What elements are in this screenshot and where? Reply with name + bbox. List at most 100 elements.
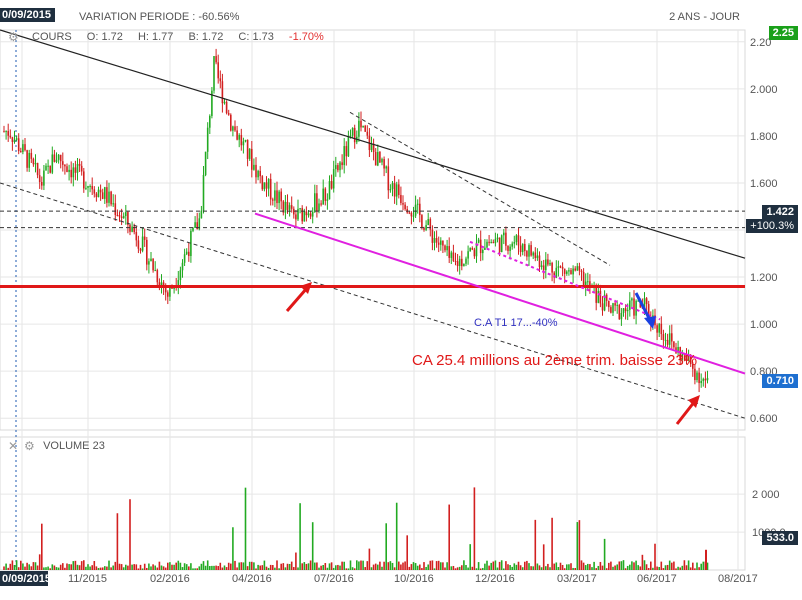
volume-bar — [30, 566, 33, 570]
volume-bar — [650, 561, 652, 570]
candle-body — [246, 139, 249, 159]
volume-bar — [547, 563, 549, 570]
volume-bar — [288, 564, 291, 570]
candle-body — [32, 158, 35, 165]
volume-bar — [335, 565, 337, 570]
candle-body — [49, 165, 51, 173]
price-tick-label: 1.800 — [750, 131, 778, 143]
candle-body — [412, 215, 415, 217]
candle-body — [379, 151, 381, 163]
volume-bar — [59, 564, 62, 570]
candle-body — [574, 268, 576, 271]
candle-body — [423, 227, 425, 230]
volume-bar — [477, 562, 480, 570]
candle-body — [129, 224, 131, 232]
volume-bar — [410, 564, 413, 570]
volume-bar — [643, 560, 646, 570]
candle-body — [515, 235, 518, 242]
candle-body — [608, 300, 610, 308]
candle-body — [38, 175, 41, 183]
volume-bar — [513, 563, 516, 570]
level-pct-badge: +100.3% — [746, 219, 798, 233]
candle-body — [272, 199, 274, 201]
volume-bar — [379, 561, 381, 570]
volume-bar — [526, 560, 528, 570]
candle-body — [385, 166, 387, 169]
volume-bar — [43, 567, 45, 570]
volume-bar — [83, 560, 85, 570]
candle-body — [15, 138, 18, 140]
volume-bar — [293, 567, 295, 570]
candle-body — [36, 162, 39, 176]
volume-bar — [696, 562, 698, 570]
volume-bar — [490, 562, 492, 570]
candle-body — [353, 127, 356, 143]
candle-body — [57, 154, 60, 160]
volume-bar — [566, 564, 568, 570]
gear-icon[interactable]: ⚙ — [24, 439, 35, 454]
candle-body — [87, 186, 89, 188]
volume-bar — [683, 560, 686, 570]
candle-body — [582, 272, 585, 288]
candle-body — [343, 146, 345, 166]
candle-body — [484, 247, 486, 250]
volume-bar — [408, 566, 411, 570]
candle-body — [95, 193, 98, 198]
candle-body — [215, 56, 217, 63]
volume-bar — [559, 562, 562, 570]
volume-bar — [675, 568, 677, 570]
close-icon[interactable]: ✕ — [8, 439, 19, 454]
candle-body — [370, 143, 373, 151]
volume-bar — [416, 565, 419, 570]
candle-body — [448, 246, 450, 258]
candle-body — [461, 258, 463, 267]
volume-bar — [479, 568, 482, 570]
candle-body — [339, 162, 341, 171]
candle-body — [225, 101, 228, 114]
volume-bar — [328, 563, 331, 570]
period-selector[interactable]: 2 ANS - JOUR — [669, 11, 740, 23]
last-volume-bar — [705, 549, 707, 570]
candle-body — [637, 300, 639, 302]
volume-bar — [246, 566, 249, 570]
candle-body — [200, 210, 203, 219]
volume-bar — [316, 562, 318, 570]
candle-body — [534, 252, 537, 259]
candle-body — [154, 270, 156, 272]
candle-body — [427, 219, 429, 226]
candle-body — [17, 138, 20, 152]
volume-bar — [658, 566, 660, 570]
volume-bar — [626, 565, 629, 570]
volume-bar — [385, 523, 387, 570]
volume-bar — [347, 568, 350, 570]
volume-bar — [423, 562, 425, 570]
candle-body — [463, 263, 465, 267]
x-tick-label: 08/2017 — [718, 573, 758, 585]
gear-icon[interactable]: ⚙ — [8, 30, 19, 45]
volume-bar — [377, 564, 379, 570]
red-arrow-1-head — [300, 282, 312, 294]
volume-bar — [297, 567, 299, 570]
volume-bar — [498, 561, 501, 570]
candle-body — [622, 308, 625, 313]
candle-body — [408, 212, 411, 214]
candle-body — [45, 165, 47, 171]
x-tick-label: 07/2016 — [314, 573, 354, 585]
candle-body — [597, 290, 600, 303]
candle-body — [47, 165, 49, 167]
candle-body — [282, 201, 285, 213]
volume-bar — [305, 563, 308, 570]
volume-bar — [387, 562, 390, 570]
candle-body — [221, 81, 224, 104]
candle-body — [467, 251, 469, 259]
candle-body — [242, 141, 245, 146]
price-tick-label: 0.600 — [750, 413, 778, 425]
candle-body — [150, 258, 152, 262]
volume-bar — [299, 503, 301, 570]
candle-body — [662, 334, 665, 341]
candle-body — [677, 347, 679, 353]
volume-bar — [475, 568, 478, 570]
volume-bar — [599, 561, 602, 570]
volume-bar — [383, 561, 385, 570]
candle-body — [452, 252, 455, 261]
